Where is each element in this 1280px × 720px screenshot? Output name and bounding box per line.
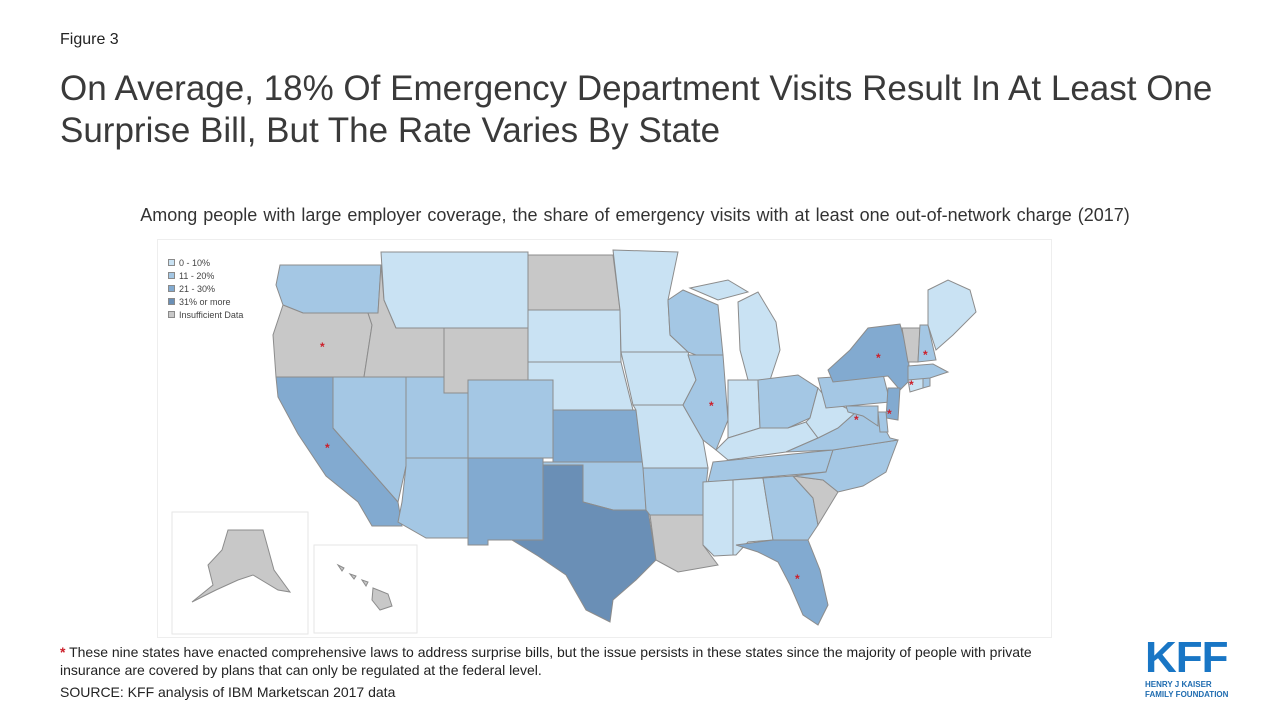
legend-label: 21 - 30% [179, 283, 216, 294]
kff-logo: KFF HENRY J KAISER FAMILY FOUNDATION [1145, 636, 1240, 700]
asterisk-nj: * [887, 407, 892, 421]
state-az[interactable] [397, 457, 469, 539]
state-wa[interactable] [275, 264, 382, 314]
legend-item: 31% or more [168, 295, 243, 308]
legend-label: 0 - 10% [179, 257, 211, 268]
asterisk-ny: * [876, 351, 881, 365]
state-ma[interactable] [907, 363, 950, 381]
hawaii-inset-frame [313, 544, 418, 634]
state-ks[interactable] [552, 409, 644, 463]
state-il[interactable] [682, 354, 729, 451]
footnote: * These nine states have enacted compreh… [60, 643, 1090, 679]
source-note: SOURCE: KFF analysis of IBM Marketscan 2… [60, 684, 396, 700]
legend-label: 31% or more [179, 296, 231, 307]
asterisk-nh: * [923, 348, 928, 362]
state-nd[interactable] [527, 254, 621, 311]
state-md[interactable] [845, 405, 879, 427]
state-mi[interactable] [688, 279, 781, 381]
state-nm[interactable] [467, 457, 544, 546]
asterisk-ct: * [909, 378, 914, 392]
legend-swatch [168, 311, 175, 318]
state-sd[interactable] [527, 309, 622, 363]
us-state-map: * * * * * * * * * [171, 249, 977, 635]
state-co[interactable] [467, 379, 554, 459]
legend-label: 11 - 20% [179, 270, 215, 281]
legend-swatch [168, 298, 175, 305]
asterisk-fl: * [795, 572, 800, 586]
kff-logo-line2: FAMILY FOUNDATION [1145, 690, 1229, 699]
figure-label: Figure 3 [60, 31, 119, 48]
state-de[interactable] [877, 411, 889, 433]
asterisk-md: * [854, 413, 859, 427]
kff-logo-line1: HENRY J KAISER [1145, 680, 1212, 689]
state-ms[interactable] [702, 479, 734, 557]
state-nj[interactable] [885, 387, 901, 421]
footnote-asterisk: * [60, 644, 66, 660]
asterisk-il: * [709, 399, 714, 413]
map-subtitle: Among people with large employer coverag… [140, 205, 1130, 225]
legend-label: Insufficient Data [179, 309, 244, 320]
state-ak[interactable] [191, 529, 292, 603]
asterisk-ca: * [325, 441, 330, 455]
footnote-text: These nine states have enacted comprehen… [60, 644, 1032, 678]
state-ar[interactable] [642, 467, 709, 516]
state-hi[interactable] [336, 563, 393, 611]
legend-swatch [168, 285, 175, 292]
legend-item: Insufficient Data [168, 308, 243, 321]
legend-item: 0 - 10% [168, 256, 243, 269]
state-mt[interactable] [380, 251, 529, 329]
state-tx[interactable] [510, 464, 657, 623]
state-ia[interactable] [620, 351, 697, 406]
kff-logo-mark: KFF [1145, 633, 1229, 682]
legend-swatch [168, 272, 175, 279]
state-fl[interactable] [735, 539, 829, 626]
legend-item: 21 - 30% [168, 282, 243, 295]
page-title: On Average, 18% Of Emergency Department … [60, 69, 1213, 150]
map-panel: * * * * * * * * * 0 - 10% 11 - 20% 21 - … [157, 239, 1052, 638]
asterisk-or: * [320, 340, 325, 354]
state-nv[interactable] [332, 376, 407, 504]
map-legend: 0 - 10% 11 - 20% 21 - 30% 31% or more In… [168, 256, 243, 321]
state-nh[interactable] [917, 324, 937, 363]
legend-swatch [168, 259, 175, 266]
legend-item: 11 - 20% [168, 269, 243, 282]
state-me[interactable] [927, 279, 977, 351]
